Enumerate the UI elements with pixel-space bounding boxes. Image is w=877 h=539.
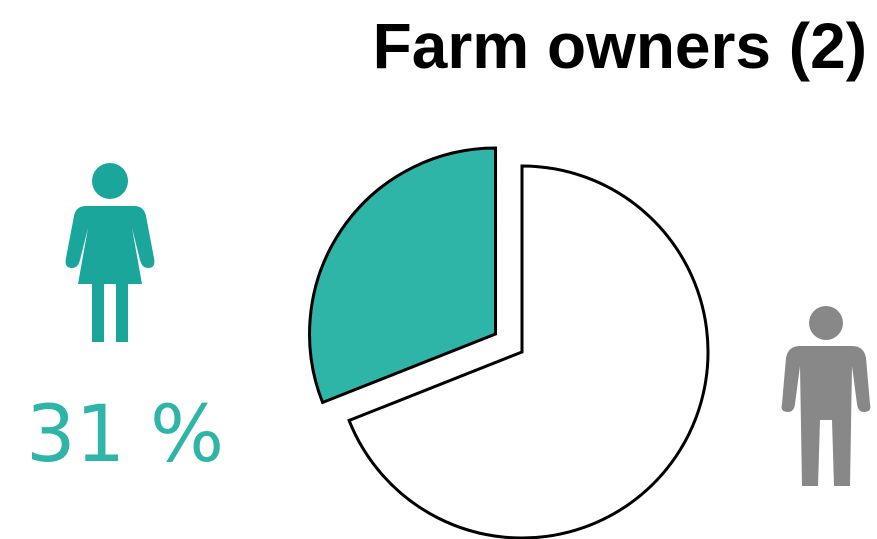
man-icon <box>781 306 871 486</box>
pie-slice-men <box>347 164 710 539</box>
chart-title: Farm owners (2) <box>372 10 867 82</box>
pie-slice-women <box>308 146 498 405</box>
woman-icon <box>65 163 155 342</box>
female-percent-label: 31 % <box>26 390 225 480</box>
